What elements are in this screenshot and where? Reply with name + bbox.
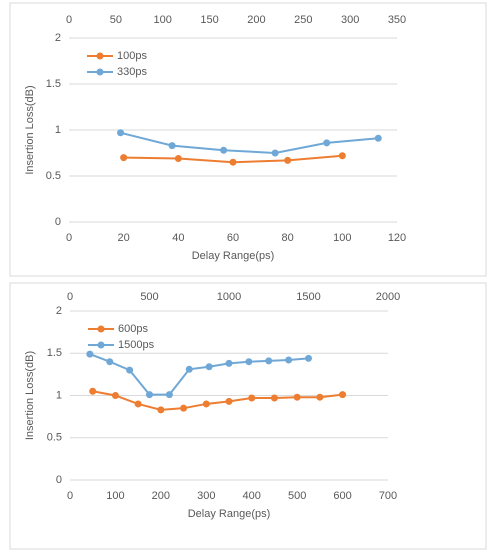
data-point bbox=[120, 154, 128, 162]
data-point bbox=[185, 365, 193, 373]
data-point bbox=[270, 394, 278, 402]
data-point bbox=[229, 158, 237, 166]
data-point bbox=[205, 363, 213, 371]
data-point bbox=[146, 391, 153, 399]
data-point bbox=[89, 387, 97, 395]
data-point bbox=[265, 357, 273, 365]
x2-tick-label: 200 bbox=[247, 14, 265, 26]
data-point bbox=[202, 400, 210, 408]
data-point bbox=[225, 359, 233, 367]
series-line bbox=[120, 131, 379, 155]
x-tick-label: 500 bbox=[288, 490, 306, 502]
y-tick-label: 0.5 bbox=[47, 432, 62, 444]
legend-label: 330ps bbox=[117, 66, 147, 78]
legend-marker bbox=[96, 52, 104, 60]
x-tick-label: 100 bbox=[106, 490, 124, 502]
y-tick-label: 1.5 bbox=[46, 78, 61, 90]
data-point bbox=[338, 152, 346, 160]
y-tick-label: 1 bbox=[55, 124, 61, 136]
data-point bbox=[316, 393, 324, 401]
x-tick-label: 20 bbox=[118, 232, 130, 244]
data-point bbox=[323, 139, 331, 147]
chart-frame bbox=[9, 2, 487, 277]
legend-marker bbox=[97, 341, 105, 349]
legend-label: 1500ps bbox=[118, 339, 155, 351]
x-tick-label: 400 bbox=[243, 490, 261, 502]
legend-marker bbox=[97, 325, 105, 333]
x2-tick-label: 2000 bbox=[376, 291, 400, 303]
y-tick-label: 0 bbox=[55, 216, 61, 228]
legend-label: 600ps bbox=[118, 323, 148, 335]
data-point bbox=[86, 350, 94, 358]
x-tick-label: 40 bbox=[172, 232, 184, 244]
x2-tick-label: 50 bbox=[110, 14, 122, 26]
data-point bbox=[284, 156, 292, 164]
y-tick-label: 2 bbox=[55, 32, 61, 44]
data-point bbox=[180, 404, 188, 412]
data-point bbox=[374, 134, 382, 142]
data-point bbox=[339, 391, 347, 399]
x2-tick-label: 250 bbox=[294, 14, 312, 26]
legend-marker bbox=[96, 68, 104, 76]
x2-tick-label: 1000 bbox=[217, 291, 241, 303]
y-axis-title: Insertion Loss(dB) bbox=[24, 351, 36, 440]
legend-label: 100ps bbox=[117, 50, 147, 62]
x2-tick-label: 0 bbox=[67, 291, 73, 303]
series-line bbox=[89, 353, 309, 396]
data-point bbox=[220, 146, 228, 154]
data-point bbox=[134, 400, 142, 408]
x-tick-label: 200 bbox=[152, 490, 170, 502]
x2-tick-label: 300 bbox=[341, 14, 359, 26]
x-tick-label: 700 bbox=[379, 490, 397, 502]
y-tick-label: 2 bbox=[56, 305, 62, 317]
x-tick-label: 120 bbox=[388, 232, 406, 244]
data-point bbox=[271, 149, 279, 157]
x-axis-title: Delay Range(ps) bbox=[192, 250, 275, 262]
x2-tick-label: 150 bbox=[200, 14, 218, 26]
data-point bbox=[157, 406, 165, 414]
data-point bbox=[285, 356, 293, 364]
data-point bbox=[174, 155, 182, 163]
data-point bbox=[245, 358, 253, 366]
y-tick-label: 0 bbox=[56, 474, 62, 486]
data-point bbox=[248, 394, 256, 402]
x-tick-label: 0 bbox=[67, 490, 73, 502]
data-point bbox=[168, 142, 176, 150]
x-tick-label: 300 bbox=[197, 490, 215, 502]
y-tick-label: 0.5 bbox=[46, 170, 61, 182]
x-tick-label: 60 bbox=[227, 232, 239, 244]
x2-tick-label: 0 bbox=[66, 14, 72, 26]
x2-tick-label: 500 bbox=[140, 291, 158, 303]
y-axis-title: Insertion Loss(dB) bbox=[24, 85, 36, 174]
data-point bbox=[293, 393, 301, 401]
x-tick-label: 80 bbox=[282, 232, 294, 244]
x2-tick-label: 1500 bbox=[296, 291, 320, 303]
x2-tick-label: 350 bbox=[388, 14, 406, 26]
data-point bbox=[106, 358, 114, 366]
x-tick-label: 100 bbox=[333, 232, 351, 244]
data-point bbox=[117, 129, 125, 137]
data-point bbox=[126, 366, 134, 374]
x-tick-label: 0 bbox=[66, 232, 72, 244]
x-tick-label: 600 bbox=[333, 490, 351, 502]
x-axis-title: Delay Range(ps) bbox=[188, 508, 271, 520]
data-point bbox=[111, 392, 119, 399]
data-point bbox=[225, 397, 233, 405]
chart-frame bbox=[9, 282, 487, 550]
y-tick-label: 1.5 bbox=[47, 347, 62, 359]
data-point bbox=[165, 391, 173, 399]
x2-tick-label: 100 bbox=[154, 14, 172, 26]
data-point bbox=[305, 354, 312, 362]
y-tick-label: 1 bbox=[56, 389, 62, 401]
series-line bbox=[92, 390, 343, 411]
